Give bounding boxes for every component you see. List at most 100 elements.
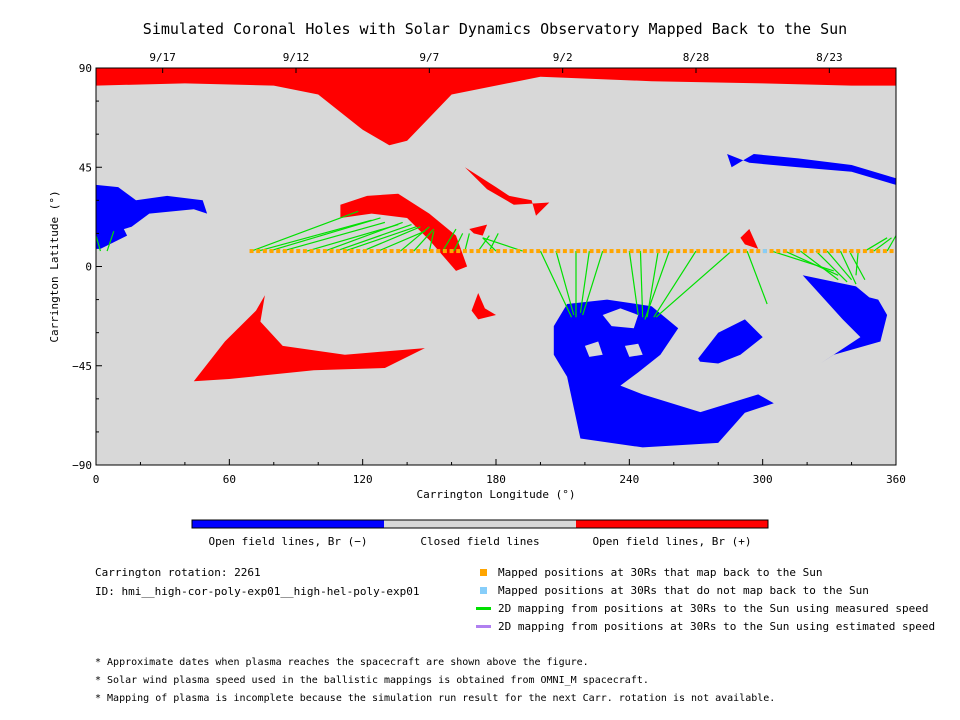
mapped-point bbox=[856, 249, 861, 254]
mapping-line bbox=[579, 250, 590, 313]
legend-not-mapped-label: Mapped positions at 30Rs that do not map… bbox=[498, 584, 869, 597]
date-label: 8/23 bbox=[816, 51, 843, 64]
mapped-point bbox=[389, 249, 394, 254]
mapped-point bbox=[249, 249, 254, 254]
mapping-line bbox=[482, 237, 523, 252]
mapped-point bbox=[276, 249, 281, 254]
mapped-point bbox=[462, 249, 467, 254]
mapped-point bbox=[509, 249, 514, 254]
mapping-line bbox=[282, 221, 386, 252]
mapped-point bbox=[642, 249, 647, 254]
date-label: 9/17 bbox=[149, 51, 176, 64]
chart-title: Simulated Coronal Holes with Solar Dynam… bbox=[142, 20, 848, 38]
y-tick-label: 90 bbox=[79, 62, 92, 75]
mapping-line bbox=[864, 237, 888, 252]
colorbar-segment bbox=[192, 520, 384, 528]
mapped-point bbox=[422, 249, 427, 254]
mapping-line bbox=[362, 226, 421, 252]
mapped-point bbox=[656, 249, 661, 254]
positive-coronal-hole bbox=[464, 167, 550, 216]
mapped-point bbox=[289, 249, 294, 254]
mapping-line bbox=[655, 250, 732, 318]
mapped-point bbox=[256, 249, 261, 254]
mapping-lines bbox=[95, 210, 897, 320]
mapped-point bbox=[436, 249, 441, 254]
legend-line-measured bbox=[476, 607, 491, 610]
mapped-point bbox=[262, 249, 267, 254]
negative-coronal-hole bbox=[553, 299, 774, 448]
closed-island bbox=[602, 308, 639, 329]
mapping-line bbox=[453, 233, 464, 252]
mapping-line bbox=[644, 250, 670, 320]
closed-island bbox=[624, 343, 643, 357]
mapped-point bbox=[482, 249, 487, 254]
mapped-point bbox=[396, 249, 401, 254]
mapped-point bbox=[836, 249, 841, 254]
mapped-point bbox=[682, 249, 687, 254]
negative-coronal-hole bbox=[802, 275, 888, 364]
positive-coronal-hole bbox=[442, 244, 465, 263]
mapped-point bbox=[496, 249, 501, 254]
x-axis: 0 60 120 180 240 300 360 Carrington Longitude (… bbox=[93, 459, 906, 501]
colorbar-segment bbox=[576, 520, 768, 528]
closed-island bbox=[584, 341, 603, 357]
mapping-line bbox=[771, 250, 834, 272]
negative-coronal-hole bbox=[96, 184, 208, 238]
mapped-point bbox=[349, 249, 354, 254]
mapped-point bbox=[502, 249, 507, 254]
mapping-line bbox=[826, 250, 853, 281]
mapping-line bbox=[482, 237, 497, 252]
mapped-point bbox=[589, 249, 594, 254]
mapped-point bbox=[362, 249, 367, 254]
legend-measured-label: 2D mapping from positions at 30Rs to the… bbox=[498, 602, 929, 615]
mapped-point bbox=[376, 249, 381, 254]
footnote-speed: * Solar wind plasma speed used in the ba… bbox=[95, 675, 649, 686]
mapped-point bbox=[776, 249, 781, 254]
footnote-incomplete: * Mapping of plasma is incomplete becaus… bbox=[95, 693, 776, 704]
mapped-point bbox=[622, 249, 627, 254]
mapped-point bbox=[529, 249, 534, 254]
mapped-point bbox=[716, 249, 721, 254]
date-label: 9/7 bbox=[419, 51, 439, 64]
x-tick-label: 360 bbox=[886, 473, 906, 486]
mapping-line bbox=[628, 250, 639, 316]
model-id: ID: hmi__high-cor-poly-exp01__high-hel-p… bbox=[95, 585, 420, 598]
mapped-point bbox=[316, 249, 321, 254]
open-field-regions bbox=[96, 68, 896, 448]
unmapped-point bbox=[762, 249, 767, 254]
mapped-point bbox=[329, 249, 334, 254]
mapped-point bbox=[602, 249, 607, 254]
mapped-point bbox=[869, 249, 874, 254]
legend-line-estimated bbox=[476, 625, 491, 628]
mapped-point bbox=[356, 249, 361, 254]
mapped-point bbox=[889, 249, 894, 254]
mapping-line bbox=[413, 228, 435, 252]
mapping-line bbox=[344, 226, 417, 252]
mapped-point bbox=[476, 249, 481, 254]
mapped-point bbox=[342, 249, 347, 254]
mapping-line bbox=[488, 233, 499, 252]
mapped-point bbox=[789, 249, 794, 254]
mapped-point bbox=[636, 249, 641, 254]
mapped-point bbox=[629, 249, 634, 254]
mapping-line bbox=[464, 233, 470, 252]
positive-coronal-hole bbox=[340, 193, 468, 271]
mapping-line bbox=[400, 226, 430, 252]
negative-coronal-hole bbox=[696, 319, 763, 364]
mapping-line bbox=[442, 228, 457, 252]
x-tick-label: 0 bbox=[93, 473, 100, 486]
mapped-point bbox=[282, 249, 287, 254]
mapped-point bbox=[402, 249, 407, 254]
colorbar-label: Open field lines, Br (−) bbox=[209, 535, 368, 548]
y-axis: −90 −45 0 45 90 Carrington Latitude (°) bbox=[48, 62, 102, 472]
mapped-point bbox=[489, 249, 494, 254]
x-tick-label: 300 bbox=[753, 473, 773, 486]
colorbar-frame bbox=[191, 519, 769, 529]
mapped-point bbox=[429, 249, 434, 254]
mapped-point bbox=[816, 249, 821, 254]
mapped-point bbox=[842, 249, 847, 254]
date-axis: 9/17 9/12 9/7 9/2 8/28 8/23 bbox=[149, 51, 843, 73]
mapping-line bbox=[377, 230, 426, 252]
date-label: 9/2 bbox=[553, 51, 573, 64]
